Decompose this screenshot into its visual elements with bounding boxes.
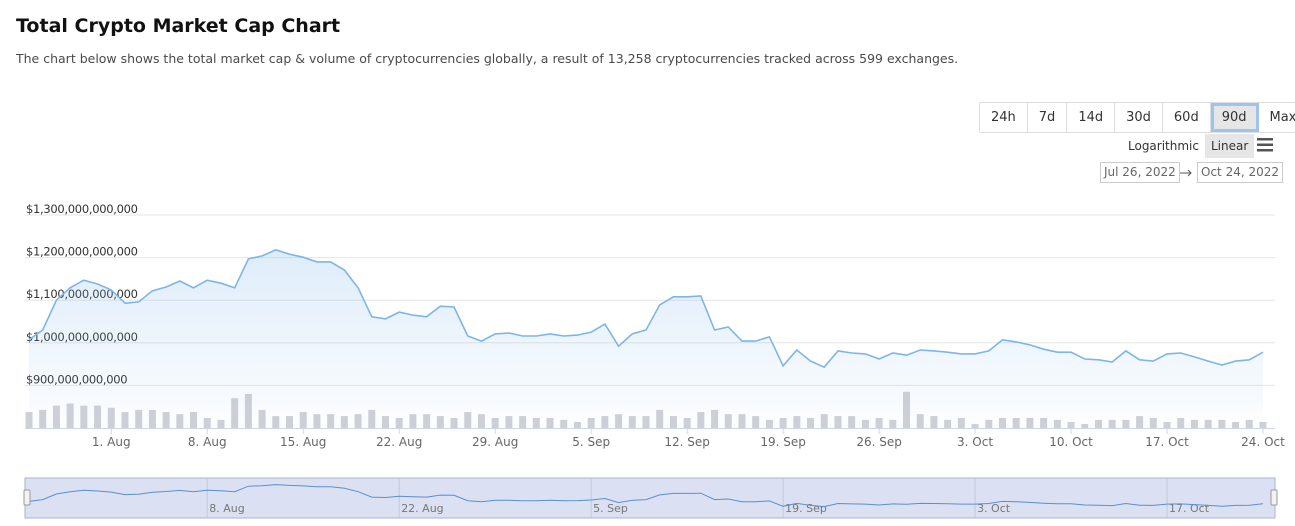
x-tick-label: 19. Sep: [760, 435, 806, 449]
range-button[interactable]: 7d: [1027, 103, 1068, 132]
range-button[interactable]: 90d: [1210, 103, 1259, 132]
x-tick-label: 24. Oct: [1241, 435, 1285, 449]
description: The chart below shows the total market c…: [16, 51, 959, 66]
range-button[interactable]: 60d: [1162, 103, 1211, 132]
menu-icon[interactable]: [1257, 138, 1275, 152]
x-tick-label: 22. Aug: [376, 435, 422, 449]
x-tick-label: 12. Sep: [664, 435, 710, 449]
navigator-handle[interactable]: [23, 489, 31, 506]
line: [28, 249, 1264, 369]
x-tick-label: 26. Sep: [856, 435, 902, 449]
navigator-label: 19. Sep: [785, 502, 827, 515]
navigator-label: 22. Aug: [401, 502, 443, 515]
scale-button[interactable]: Logarithmic: [1122, 134, 1205, 158]
range-button[interactable]: 14d: [1067, 103, 1116, 132]
x-tick-label: 1. Aug: [92, 435, 131, 449]
range-selector: 24h 7d 14d 30d 60d 90d Max: [979, 102, 1295, 133]
x-tick-label: 29. Aug: [472, 435, 518, 449]
area: [29, 249, 1263, 428]
range-button[interactable]: 24h: [980, 103, 1028, 132]
page-title: Total Crypto Market Cap Chart: [16, 15, 341, 37]
x-tick-label: 3. Oct: [957, 435, 993, 449]
navigator-label: 5. Sep: [593, 502, 628, 515]
range-button[interactable]: 30d: [1115, 103, 1163, 132]
navigator-label: 3. Oct: [977, 502, 1011, 515]
date-from[interactable]: Jul 26, 2022: [1100, 162, 1180, 183]
date-to[interactable]: Oct 24, 2022: [1197, 162, 1283, 183]
navigator-handle[interactable]: [1270, 489, 1278, 506]
x-tick-label: 8. Aug: [188, 435, 227, 449]
x-tick-label: 5. Sep: [572, 435, 610, 449]
navigator-label: 8. Aug: [209, 502, 244, 515]
x-tick-label: 17. Oct: [1145, 435, 1189, 449]
x-tick-label: 10. Oct: [1049, 435, 1093, 449]
range-button[interactable]: Max: [1258, 103, 1295, 132]
y-tick-label: $1,300,000,000,000: [26, 202, 138, 216]
scale-button[interactable]: Linear: [1205, 134, 1255, 158]
arrow-icon: [1180, 169, 1192, 177]
x-tick-label: 15. Aug: [280, 435, 326, 449]
scale-selector: Logarithmic Linear: [1122, 134, 1255, 158]
y-tick-label: $1,200,000,000,000: [26, 245, 138, 259]
navigator-line: [28, 484, 1264, 508]
